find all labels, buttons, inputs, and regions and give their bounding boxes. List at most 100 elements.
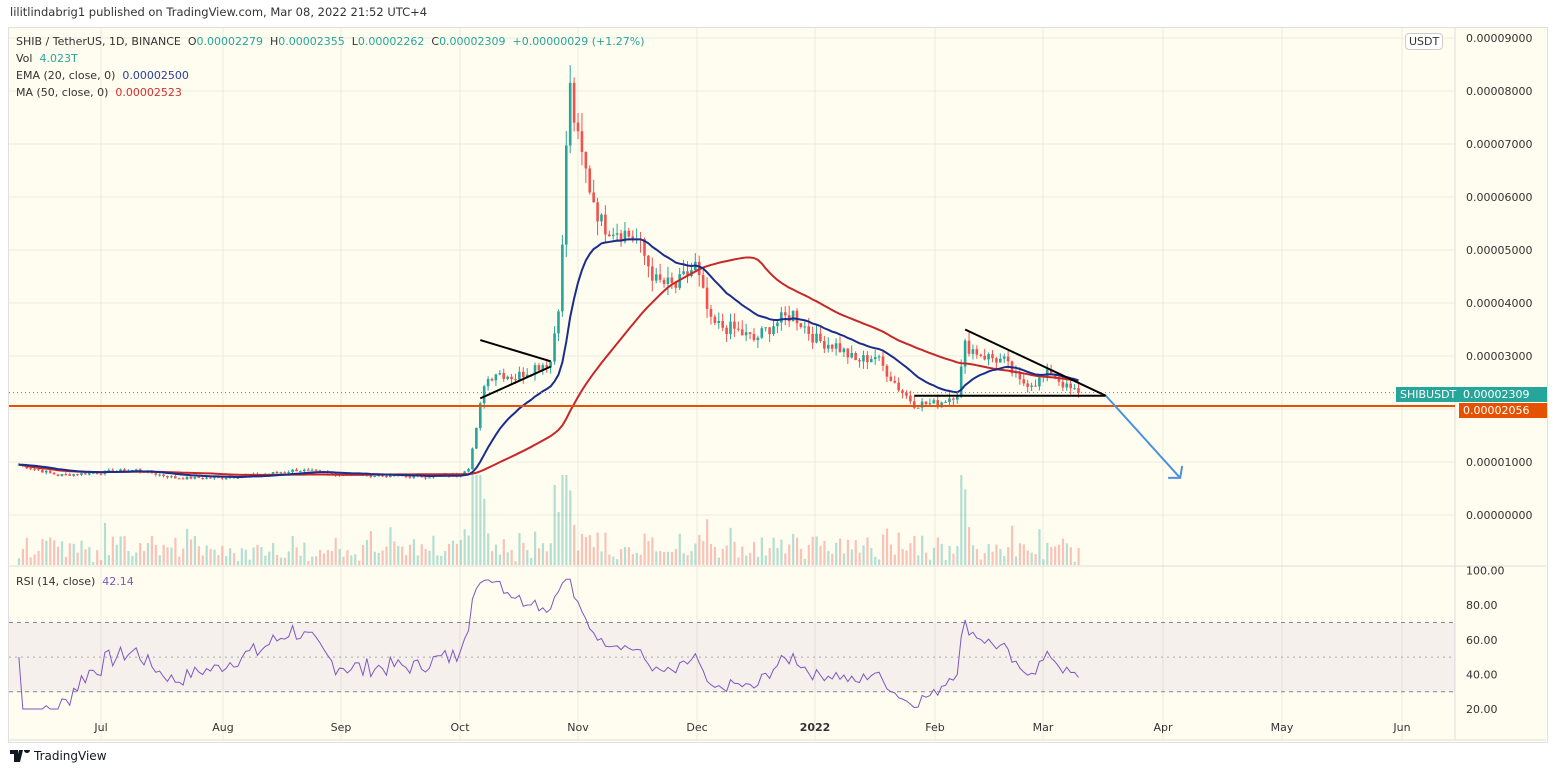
volume-bar [56, 546, 60, 565]
candle-body [842, 348, 846, 353]
volume-bar [803, 558, 806, 565]
candle-body [815, 333, 818, 343]
rsi-tick-label: 60.00 [1466, 634, 1498, 647]
volume-bar [283, 557, 286, 565]
ema-legend[interactable]: EMA (20, close, 0) 0.00002500 [16, 69, 189, 82]
candle-body [740, 329, 744, 336]
candle-body [1030, 385, 1033, 387]
vol-label: Vol [16, 52, 33, 65]
volume-bar [514, 561, 517, 565]
y-tick-label: 0.00007000 [1466, 138, 1532, 151]
high-value: 0.00002355 [278, 35, 345, 48]
volume-bar [944, 559, 947, 565]
candle-body [521, 371, 525, 378]
volume-bar [330, 551, 333, 565]
volume-bar [275, 554, 279, 565]
candle-body [490, 379, 494, 381]
candle-body [568, 82, 572, 146]
candle-body [643, 239, 646, 256]
candle-body [213, 477, 216, 479]
volume-bar [17, 558, 21, 565]
volume-bar [49, 537, 52, 565]
candle-body [119, 469, 122, 472]
volume-bar [784, 553, 787, 565]
volume-bar [639, 554, 642, 565]
volume-bar [420, 544, 423, 565]
volume-bar [1003, 556, 1006, 565]
candle-body [467, 469, 470, 472]
candle-body [99, 473, 103, 475]
volume-bar [596, 532, 599, 565]
volume-bar [127, 551, 130, 565]
volume-bar [479, 475, 482, 565]
volume-bar [502, 539, 505, 565]
candle-body [666, 277, 670, 284]
volume-bar [447, 543, 451, 565]
volume-bar [713, 546, 717, 565]
trendline [479, 339, 551, 363]
candle-body [41, 469, 44, 473]
volume-bar [53, 540, 56, 565]
volume-bar [827, 550, 830, 565]
volume-bar [545, 551, 548, 565]
x-tick-label: 2022 [800, 721, 831, 734]
volume-bar [995, 544, 998, 565]
volume-bar [745, 555, 748, 565]
symbol-name[interactable]: SHIB / TetherUS, 1D, BINANCE [16, 35, 181, 48]
rsi-legend[interactable]: RSI (14, close) 42.14 [16, 575, 134, 588]
volume-bar [979, 559, 982, 565]
candle-body [940, 402, 943, 408]
volume-bar [1022, 544, 1025, 565]
close-value: 0.00002309 [439, 35, 506, 48]
volume-bar [983, 553, 986, 565]
currency-button[interactable]: USDT [1405, 33, 1444, 50]
x-tick-label: Mar [1033, 721, 1054, 734]
volume-bar [295, 547, 298, 565]
volume-bar [1065, 543, 1068, 565]
volume-bar [760, 537, 763, 565]
x-tick-label: Aug [212, 721, 233, 734]
volume-bar [252, 547, 255, 565]
ma-legend[interactable]: MA (50, close, 0) 0.00002523 [16, 86, 182, 99]
candle-body [682, 271, 685, 275]
volume-bar [541, 543, 545, 565]
candle-body [791, 310, 795, 322]
candle-body [776, 322, 779, 327]
volume-bar [616, 559, 619, 565]
volume-bar [272, 543, 275, 565]
volume-bar [534, 531, 537, 565]
volume-bar [229, 548, 232, 565]
volume-bar [698, 535, 701, 565]
volume-bar [1046, 542, 1049, 565]
volume-bar [346, 550, 349, 565]
volume-bar [557, 512, 560, 565]
candle-body [756, 337, 760, 341]
candle-body [737, 328, 740, 330]
candle-body [975, 349, 979, 355]
x-tick-label: Jul [93, 721, 107, 734]
candle-body [1049, 369, 1053, 375]
candle-body [561, 244, 564, 312]
volume-bar [530, 557, 533, 565]
candle-body [834, 343, 838, 349]
volume-bar [189, 539, 193, 565]
volume-bar [620, 549, 623, 565]
volume-bar [811, 536, 814, 565]
candle-body [553, 333, 556, 362]
volume-bar [436, 555, 439, 565]
volume-bar [600, 551, 603, 565]
candle-body [615, 233, 619, 235]
candle-body [510, 376, 513, 380]
volume-bar [373, 551, 376, 565]
candle-body [811, 333, 814, 343]
candle-body [166, 476, 169, 478]
candle-body [177, 478, 181, 480]
tradingview-footer[interactable]: TradingView [10, 749, 107, 763]
candle-body [576, 122, 580, 132]
chart-frame[interactable] [8, 27, 1548, 743]
volume-bar [1069, 547, 1072, 565]
rsi-line [18, 578, 1079, 710]
ma-50-line [18, 256, 1079, 476]
candle-body [803, 326, 807, 328]
